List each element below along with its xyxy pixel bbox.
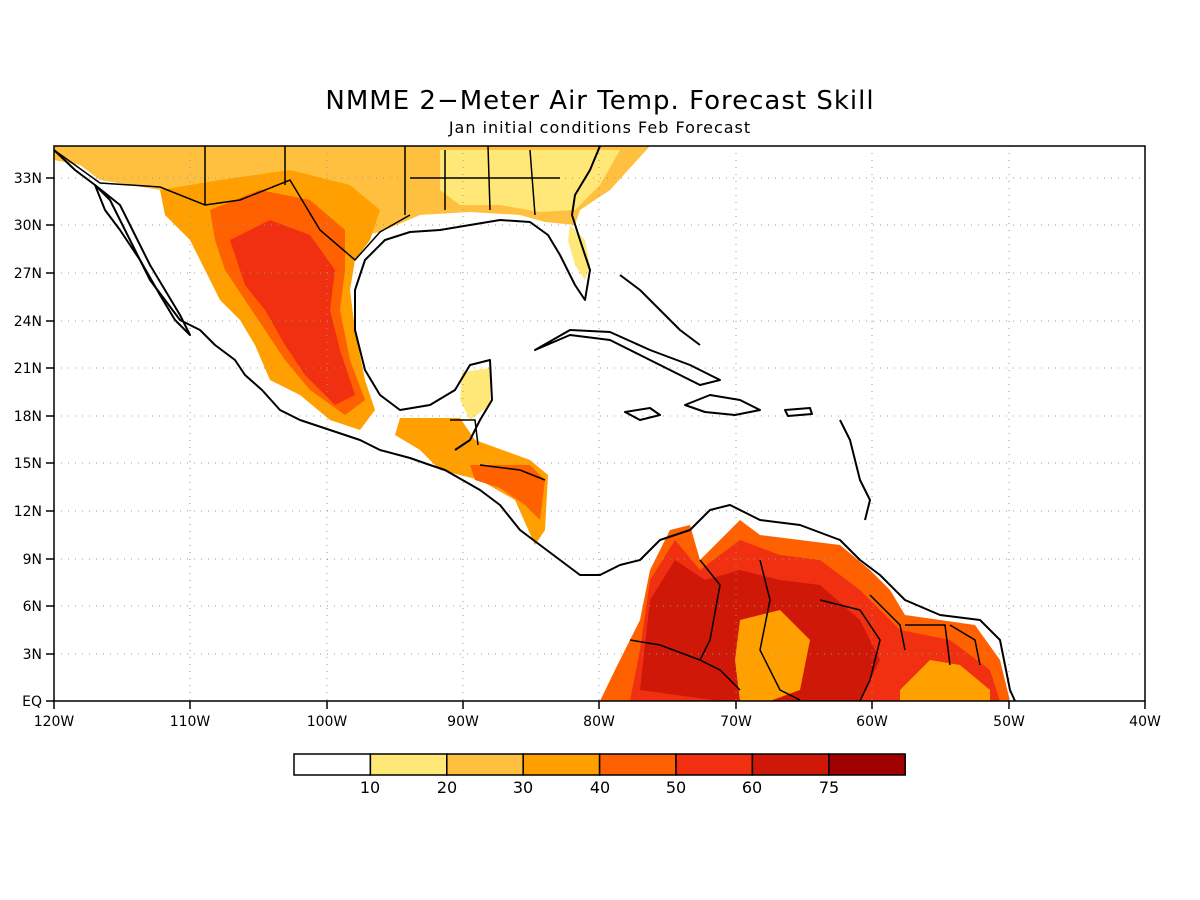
coast-antilles — [839, 419, 871, 521]
colorbar-label: 20 — [437, 778, 457, 797]
coast-us-mexico — [54, 149, 1016, 701]
colorbar-swatch — [369, 753, 448, 776]
lon-label: 70W — [720, 714, 752, 730]
colorbar-label: 40 — [590, 778, 610, 797]
shade-central-america — [395, 418, 548, 545]
lat-label: 30N — [14, 218, 42, 234]
shade-florida — [568, 225, 590, 280]
lat-label: 9N — [23, 552, 42, 568]
colorbar-label: 60 — [742, 778, 762, 797]
coast-hispaniola — [684, 394, 761, 416]
colorbar-swatch — [751, 753, 830, 776]
shade-mexico-inner — [230, 220, 355, 405]
colorbar-swatch — [293, 753, 372, 776]
lon-label: 120W — [34, 714, 75, 730]
lat-label: EQ — [22, 694, 42, 710]
skill-shading — [54, 146, 1010, 701]
colorbar-swatch — [446, 753, 524, 776]
colorbar-label: 30 — [513, 778, 533, 797]
coast-bahamas — [619, 274, 701, 346]
grid — [54, 146, 1145, 701]
lon-label: 40W — [1129, 714, 1161, 730]
lat-label: 15N — [14, 456, 42, 472]
coast-gulf — [354, 146, 601, 451]
lat-label: 12N — [14, 504, 42, 520]
colorbar-swatch — [522, 753, 601, 776]
lat-label: 18N — [14, 409, 42, 425]
colorbar-label: 10 — [360, 778, 380, 797]
coast-puerto-rico — [784, 407, 813, 417]
lat-label: 24N — [14, 314, 42, 330]
colorbar-swatch — [598, 753, 677, 776]
shade-guiana — [900, 660, 990, 701]
lat-labels: EQ 3N 6N 9N 12N 15N 18N 21N 24N 27N 30N … — [14, 171, 42, 710]
colorbar: 10 20 30 40 50 60 75 — [293, 753, 906, 797]
lon-labels: 120W 110W 100W 90W 80W 70W 60W 50W 40W — [34, 714, 1161, 730]
lat-label: 6N — [23, 599, 42, 615]
colorbar-swatch — [675, 753, 754, 776]
lon-label: 90W — [447, 714, 479, 730]
coastlines — [54, 146, 1016, 701]
lon-label: 80W — [583, 714, 615, 730]
lon-label: 110W — [170, 714, 211, 730]
lat-label: 21N — [14, 361, 42, 377]
shade-central-america-core — [470, 465, 545, 520]
lat-label: 27N — [14, 266, 42, 282]
axis-ticks — [46, 177, 1146, 709]
map-subtitle: Jan initial conditions Feb Forecast — [448, 118, 752, 137]
borders — [54, 146, 981, 701]
coast-baja — [94, 184, 191, 336]
coast-jamaica — [624, 407, 661, 421]
lon-label: 100W — [307, 714, 348, 730]
lat-label: 3N — [23, 647, 42, 663]
colorbar-swatches — [293, 753, 906, 776]
coast-cuba — [534, 329, 721, 386]
colorbar-swatch — [828, 753, 906, 776]
map-title: NMME 2−Meter Air Temp. Forecast Skill — [325, 86, 875, 116]
colorbar-label: 50 — [666, 778, 686, 797]
lon-label: 50W — [993, 714, 1025, 730]
shade-yucatan — [460, 368, 490, 420]
shade-amazon-light — [735, 610, 810, 701]
colorbar-label: 75 — [819, 778, 839, 797]
lon-label: 60W — [856, 714, 888, 730]
lat-label: 33N — [14, 171, 42, 187]
